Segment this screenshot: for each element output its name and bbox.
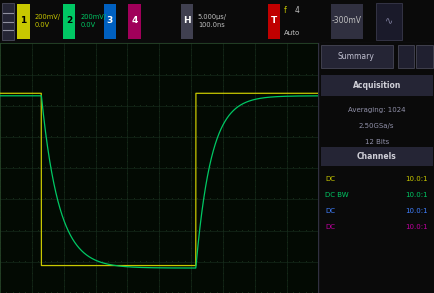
Text: 200mV/
0.0V: 200mV/ 0.0V (35, 14, 61, 28)
Bar (267, 4, 279, 39)
Text: 10.0:1: 10.0:1 (404, 176, 427, 183)
Text: f: f (283, 6, 286, 15)
Bar (330, 4, 362, 39)
Text: Acquisition: Acquisition (352, 81, 400, 90)
Bar (397, 45, 413, 68)
Text: Auto: Auto (283, 30, 299, 35)
Text: T: T (270, 16, 276, 25)
Text: 2: 2 (66, 16, 72, 25)
Text: 10.0:1: 10.0:1 (404, 192, 427, 198)
Text: 10.0:1: 10.0:1 (404, 208, 427, 214)
Text: Channels: Channels (356, 152, 396, 161)
Bar (2, 4, 14, 40)
Bar (415, 45, 432, 68)
Bar (320, 74, 432, 96)
Text: Summary: Summary (336, 52, 373, 61)
Bar (320, 45, 392, 68)
Text: -300mV: -300mV (331, 16, 361, 25)
Text: 1: 1 (20, 16, 26, 25)
Text: 200mV/
0.0V: 200mV/ 0.0V (80, 14, 106, 28)
Bar (103, 4, 115, 39)
Bar (180, 4, 192, 39)
Bar (320, 147, 432, 166)
Bar (128, 4, 140, 39)
Text: 4: 4 (131, 16, 137, 25)
Text: DC: DC (325, 176, 335, 183)
Bar (17, 4, 30, 39)
Text: 2.50GSa/s: 2.50GSa/s (358, 123, 394, 129)
Bar (63, 4, 75, 39)
Text: 4: 4 (294, 6, 299, 15)
Text: 12 Bits: 12 Bits (364, 139, 388, 145)
Text: DC: DC (325, 208, 335, 214)
Text: 5.000μs/
100.0ns: 5.000μs/ 100.0ns (197, 14, 227, 28)
Text: Averaging: 1024: Averaging: 1024 (347, 107, 404, 113)
Text: ∿: ∿ (385, 16, 392, 26)
Text: 3: 3 (106, 16, 112, 25)
Text: DC: DC (325, 224, 335, 230)
Bar (375, 4, 401, 40)
Text: H: H (182, 16, 190, 25)
Text: 10.0:1: 10.0:1 (404, 224, 427, 230)
Text: DC BW: DC BW (325, 192, 348, 198)
